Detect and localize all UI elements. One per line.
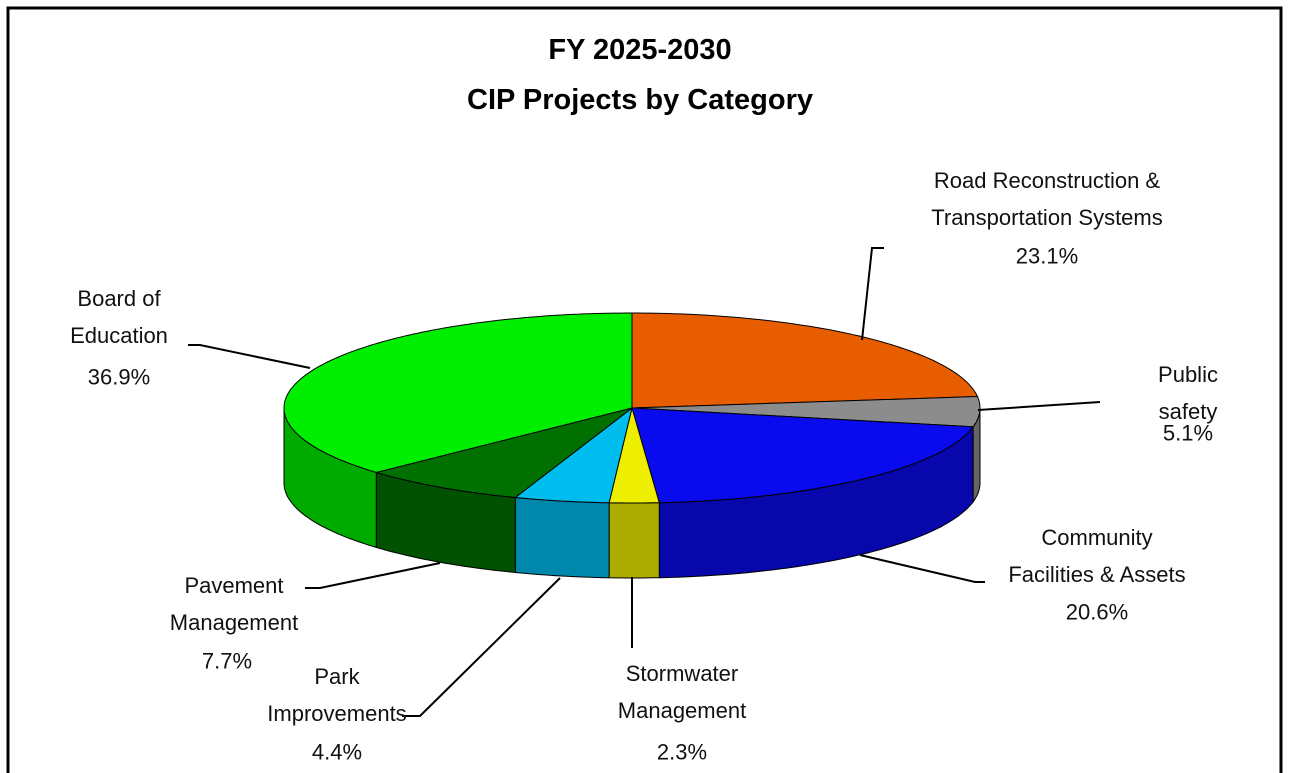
slice-value-label: 2.3% [656,739,708,765]
chart-title: FY 2025-2030 CIP Projects by Category [467,34,813,116]
chart-border [6,6,1283,773]
slice [631,312,979,409]
slice-side [514,496,610,579]
leader-line [861,247,884,341]
slice [374,407,633,499]
slice-label: Community Facilities & Assets [1008,525,1186,587]
slice-label: Park Improvements [267,664,407,726]
leader-line [977,401,1101,411]
slice [631,395,981,428]
slice [631,407,975,504]
slice-value-label: 23.1% [1015,243,1079,269]
slice-label: Stormwater Management [617,661,747,723]
slice-side [608,502,660,579]
slice-label: Pavement Management [169,573,299,635]
slice-label: Road Reconstruction & Transportation Sys… [931,168,1163,230]
slice-value-label: 20.6% [1065,599,1129,625]
slice-value-label: 36.9% [87,364,151,390]
slice-value-label: 4.4% [311,739,363,765]
leader-line [305,562,441,589]
leader-line [859,554,985,583]
slice-label: Public safety [1158,362,1218,424]
slice-value-label: 7.7% [201,648,253,674]
leader-line [188,344,311,369]
slice [608,406,660,504]
slice-label: Board of Education [70,286,168,348]
slice-value-label: 5.1% [1162,420,1214,446]
slice [283,312,633,473]
slice [513,406,633,504]
leader-line [402,577,561,717]
